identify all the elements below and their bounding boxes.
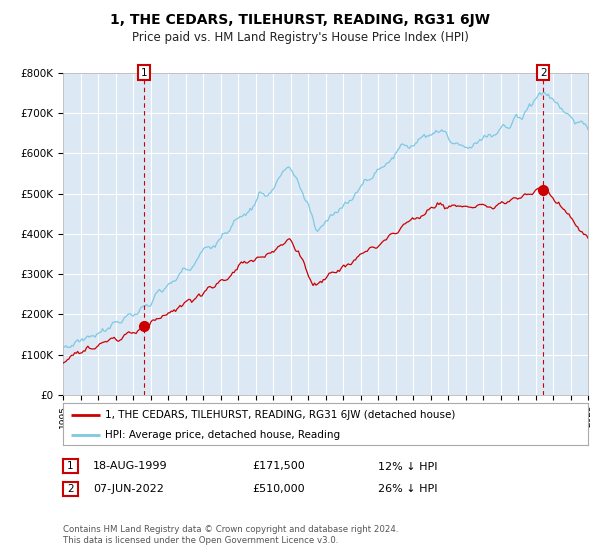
Text: 2: 2 [67, 484, 74, 493]
Text: 1: 1 [141, 68, 148, 78]
Text: 1: 1 [67, 461, 74, 471]
Text: 07-JUN-2022: 07-JUN-2022 [93, 484, 164, 494]
Text: 26% ↓ HPI: 26% ↓ HPI [378, 484, 437, 494]
Text: 1, THE CEDARS, TILEHURST, READING, RG31 6JW: 1, THE CEDARS, TILEHURST, READING, RG31 … [110, 13, 490, 27]
Text: Contains HM Land Registry data © Crown copyright and database right 2024.
This d: Contains HM Land Registry data © Crown c… [63, 525, 398, 545]
Text: 2: 2 [540, 68, 547, 78]
Text: £510,000: £510,000 [252, 484, 305, 494]
Text: 1, THE CEDARS, TILEHURST, READING, RG31 6JW (detached house): 1, THE CEDARS, TILEHURST, READING, RG31 … [105, 410, 455, 420]
Text: HPI: Average price, detached house, Reading: HPI: Average price, detached house, Read… [105, 430, 340, 440]
Text: £171,500: £171,500 [252, 461, 305, 472]
Text: Price paid vs. HM Land Registry's House Price Index (HPI): Price paid vs. HM Land Registry's House … [131, 31, 469, 44]
Text: 18-AUG-1999: 18-AUG-1999 [93, 461, 167, 472]
Text: 12% ↓ HPI: 12% ↓ HPI [378, 461, 437, 472]
